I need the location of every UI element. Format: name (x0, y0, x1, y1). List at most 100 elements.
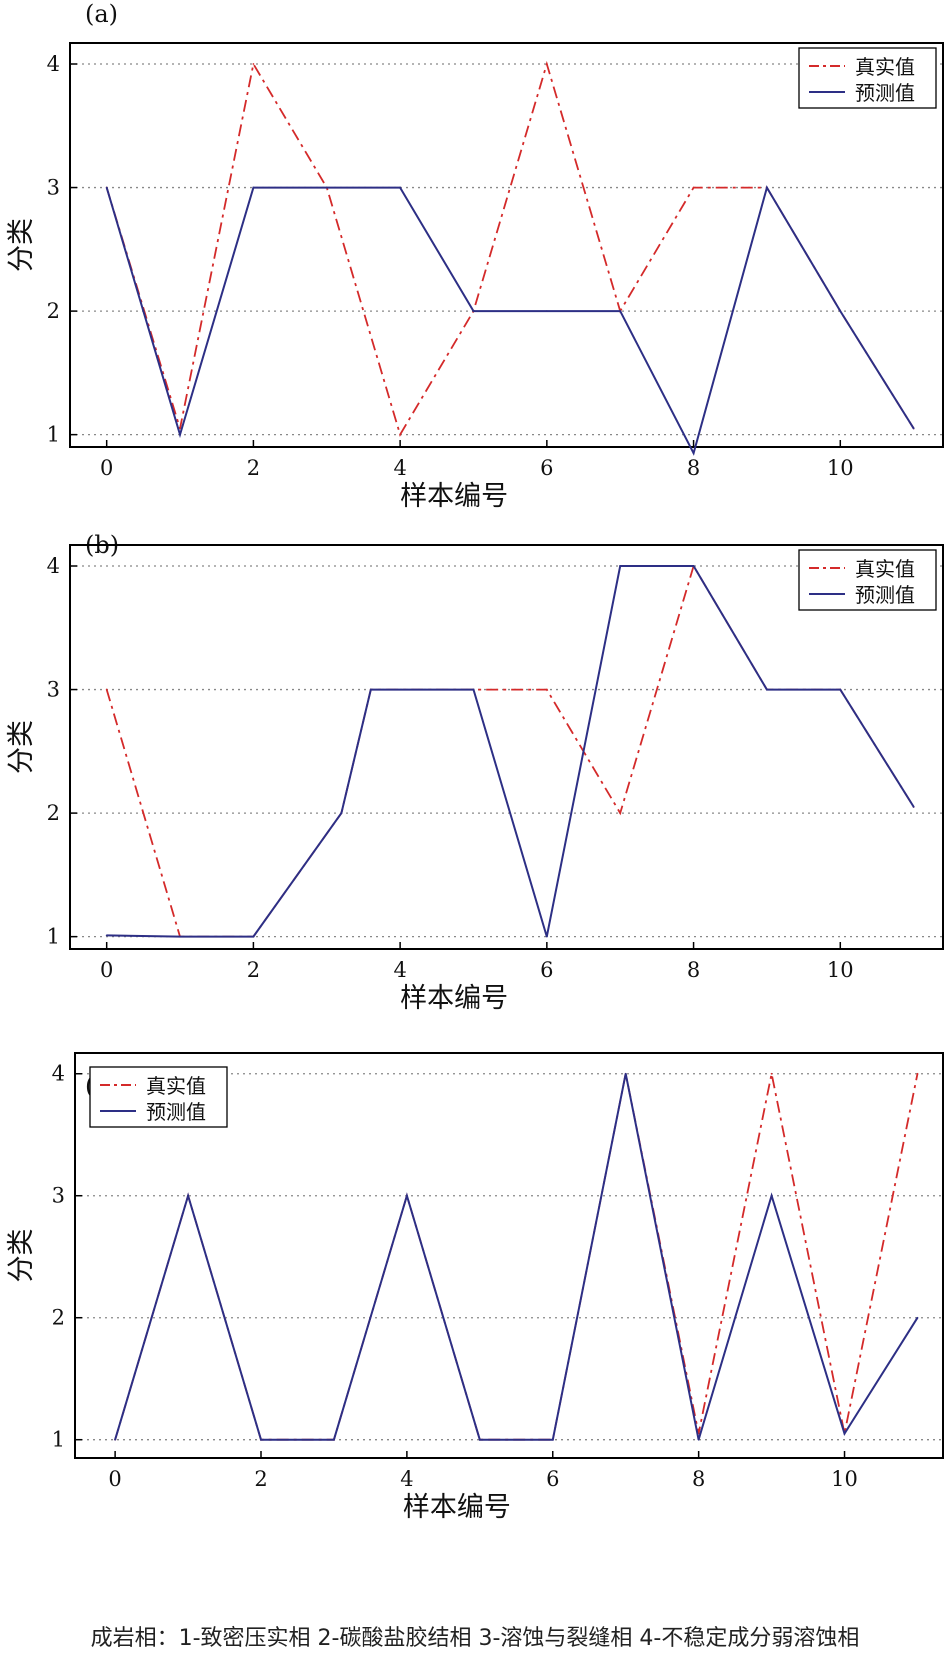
y-tick-label: 4 (47, 554, 60, 578)
legend-label: 预测值 (146, 1100, 206, 1124)
data-point-pred (770, 1194, 773, 1197)
data-point-pred (692, 565, 695, 567)
y-axis-label: 分类 (6, 720, 37, 774)
x-axis-label: 样本编号 (400, 481, 508, 512)
series-line-pred (106, 565, 915, 938)
data-point-true (619, 812, 622, 814)
series-line-pred (114, 1073, 919, 1441)
y-tick-label: 3 (52, 1184, 65, 1208)
data-point-pred (624, 1072, 627, 1075)
legend-box (798, 549, 937, 611)
data-point-pred (839, 688, 842, 691)
data-point-pred (619, 565, 622, 567)
x-tick-label: 4 (393, 456, 406, 480)
y-tick-label: 4 (52, 1062, 65, 1086)
data-point-true (545, 63, 548, 65)
data-point-true (545, 688, 548, 691)
data-point-true (252, 63, 255, 65)
data-point-pred (252, 935, 255, 938)
data-point-pred (766, 688, 768, 691)
data-point-pred (916, 1316, 919, 1319)
legend-label: 预测值 (855, 81, 915, 105)
legend-label: 真实值 (146, 1074, 206, 1098)
data-point-pred (697, 1438, 700, 1441)
data-point-pred (478, 1438, 481, 1441)
x-tick-label: 8 (692, 1467, 705, 1491)
data-point-true (105, 688, 108, 691)
data-point-pred (340, 812, 343, 814)
data-point-pred (472, 310, 475, 312)
data-point-pred (912, 806, 915, 808)
x-tick-label: 2 (247, 456, 260, 480)
x-tick-label: 6 (540, 456, 553, 480)
data-point-pred (551, 1438, 554, 1441)
y-tick-label: 2 (47, 299, 60, 323)
plot-frame (69, 544, 944, 950)
x-tick-label: 8 (687, 958, 700, 982)
data-point-pred (333, 1438, 335, 1441)
legend-box (89, 1066, 228, 1128)
x-tick-label: 8 (687, 456, 700, 480)
x-axis-label: 样本编号 (400, 983, 508, 1014)
y-tick-label: 4 (47, 52, 60, 76)
y-tick-label: 2 (47, 801, 60, 825)
data-point-true (916, 1072, 919, 1075)
data-point-pred (545, 310, 548, 312)
data-point-pred (619, 310, 622, 312)
data-point-pred (369, 688, 372, 691)
x-tick-label: 10 (827, 456, 854, 480)
x-axis-label: 样本编号 (403, 1492, 511, 1523)
x-tick-label: 2 (254, 1467, 267, 1491)
plot-frame (74, 1052, 944, 1459)
x-tick-label: 10 (831, 1467, 858, 1491)
x-tick-label: 0 (108, 1467, 121, 1491)
data-point-pred (105, 186, 108, 189)
data-point-pred (545, 935, 548, 938)
series-line-pred (105, 185, 915, 456)
data-point-pred (260, 1438, 262, 1441)
series-line-true (105, 563, 915, 938)
data-point-pred (912, 427, 915, 430)
data-point-pred (187, 1194, 189, 1197)
series-line-true (114, 1073, 919, 1441)
data-point-pred (105, 934, 108, 937)
y-tick-label: 3 (47, 176, 60, 200)
y-tick-label: 3 (47, 678, 60, 702)
data-point-true (399, 433, 402, 436)
y-tick-label: 1 (47, 423, 60, 447)
legend-label: 真实值 (855, 557, 915, 581)
y-tick-label: 2 (52, 1306, 65, 1330)
data-point-pred (839, 310, 842, 312)
series-line-true (105, 60, 915, 437)
figure-caption: 成岩相：1-致密压实相 2-碳酸盐胶结相 3-溶蚀与裂缝相 4-不稳定成分弱溶蚀… (90, 1626, 860, 1651)
data-point-pred (692, 452, 695, 455)
x-tick-label: 2 (247, 958, 260, 982)
data-point-pred (766, 186, 768, 189)
y-axis-label: 分类 (6, 1229, 37, 1283)
data-point-true (179, 427, 181, 430)
x-tick-label: 6 (546, 1467, 559, 1491)
data-point-pred (179, 433, 181, 436)
legend-label: 真实值 (855, 55, 915, 79)
y-tick-label: 1 (47, 925, 60, 949)
y-axis-label: 分类 (6, 218, 37, 272)
y-tick-label: 1 (52, 1428, 65, 1452)
data-point-pred (843, 1432, 846, 1435)
x-tick-label: 0 (100, 958, 113, 982)
data-point-pred (252, 186, 255, 189)
panel-label: (a) (85, 0, 118, 28)
data-point-true (692, 186, 695, 189)
data-point-pred (179, 935, 181, 938)
x-tick-label: 0 (100, 456, 113, 480)
data-point-pred (405, 1194, 408, 1197)
legend-box (798, 47, 937, 109)
x-tick-label: 4 (400, 1467, 413, 1491)
data-point-pred (325, 186, 328, 189)
plot-frame (69, 42, 944, 448)
